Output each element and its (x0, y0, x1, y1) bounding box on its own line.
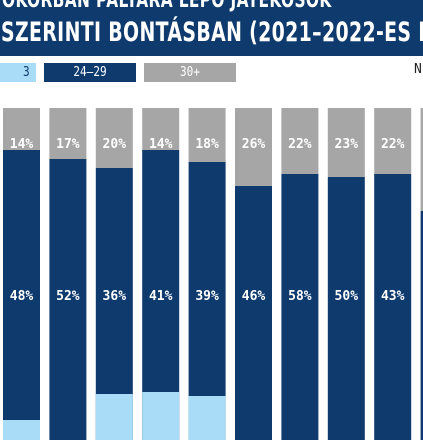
bar-segment-24-29-8 (374, 174, 412, 440)
value-label-30plus-5: 26% (242, 137, 266, 152)
value-label-24-29-4: 39% (195, 289, 219, 304)
bar-segment-24-29-1 (49, 159, 87, 440)
value-label-24-29-0: 48% (10, 289, 34, 304)
value-label-30plus-7: 23% (335, 137, 359, 152)
value-label-24-29-2: 36% (103, 289, 127, 304)
value-label-24-29-8: 43% (381, 289, 405, 304)
value-label-24-29-6: 58% (288, 289, 312, 304)
bar-segment-young-2 (95, 394, 133, 440)
legend-label-1: 24–29 (73, 65, 107, 80)
bar-segment-30plus-4 (188, 108, 226, 162)
value-label-24-29-5: 46% (242, 289, 266, 304)
bar-segment-24-29-edge (420, 211, 423, 440)
bar-segment-30plus-1 (49, 108, 87, 159)
bar-segment-30plus-0 (3, 108, 40, 150)
bar-segment-30plus-6 (281, 108, 319, 174)
bar-segment-30plus-edge (420, 108, 423, 211)
legend-item-0: 3 (0, 63, 36, 82)
bar-segment-young-3 (142, 392, 180, 440)
value-label-24-29-1: 52% (56, 289, 80, 304)
bar-segment-30plus-5 (235, 108, 272, 186)
bar-segment-30plus-8 (374, 108, 412, 174)
value-label-30plus-1: 17% (56, 137, 80, 152)
bar-segment-24-29-6 (281, 174, 319, 440)
bar-segment-24-29-5 (235, 186, 272, 440)
legend-label-0: 3 (22, 65, 30, 80)
value-label-30plus-6: 22% (288, 137, 312, 152)
value-label-30plus-4: 18% (195, 137, 219, 152)
chart-title-line-2: SZERINTI BONTÁSBAN (2021–2022-ES I (1, 17, 423, 48)
legend-item-1: 24–29 (44, 63, 136, 82)
legend-item-2: 30+ (144, 63, 236, 82)
title-band: ŐKORBAN PÁLYÁRA LÉPŐ JÁTÉKOSOK SZERINTI … (0, 0, 423, 56)
bar-segment-30plus-7 (327, 108, 365, 177)
bar-segment-30plus-2 (95, 108, 133, 168)
bar-segment-young-4 (188, 396, 226, 440)
bar-segment-24-29-4 (188, 162, 226, 440)
bar-segment-30plus-3 (142, 108, 180, 150)
bar-segment-24-29-7 (327, 177, 365, 440)
value-label-30plus-0: 14% (10, 137, 34, 152)
value-label-30plus-8: 22% (381, 137, 405, 152)
legend-right-text: N (414, 62, 422, 77)
value-label-24-29-7: 50% (335, 289, 359, 304)
chart-title-line-1: ŐKORBAN PÁLYÁRA LÉPŐ JÁTÉKOSOK (2, 0, 332, 13)
value-label-24-29-3: 41% (149, 289, 173, 304)
legend-label-2: 30+ (180, 65, 200, 80)
value-label-30plus-3: 14% (149, 137, 173, 152)
bar-segment-young-0 (3, 420, 40, 440)
bar-segment-24-29-3 (142, 150, 180, 440)
bar-segment-24-29-0 (3, 150, 40, 440)
value-label-30plus-2: 20% (103, 137, 127, 152)
